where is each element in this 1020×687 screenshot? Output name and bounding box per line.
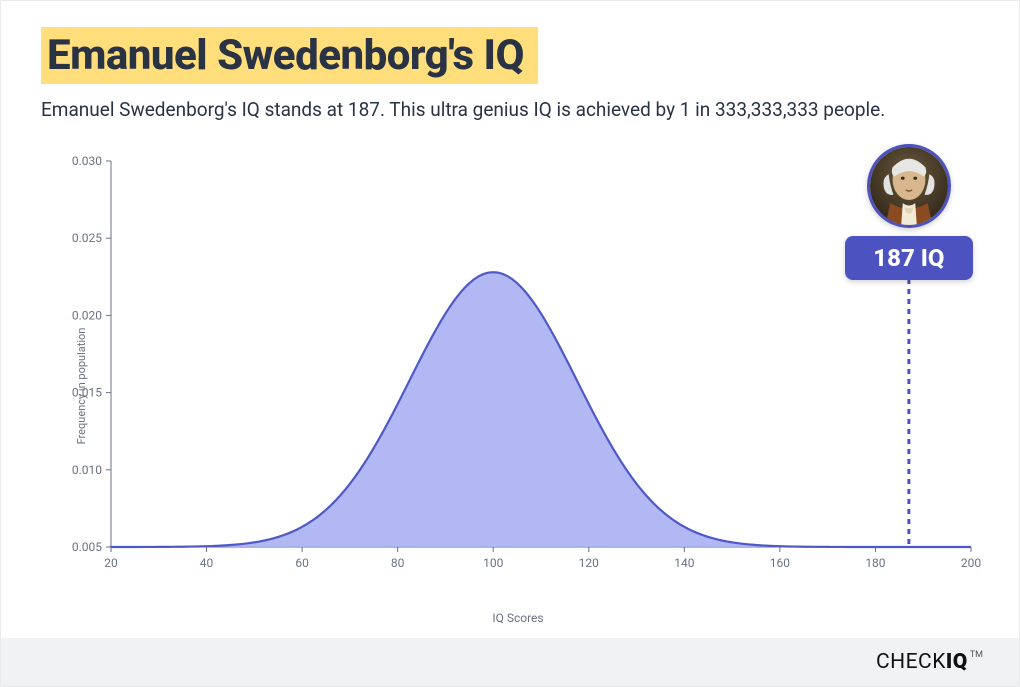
brand-prefix: CHECK	[876, 650, 946, 674]
portrait-avatar	[867, 144, 951, 228]
page-subtitle: Emanuel Swedenborg's IQ stands at 187. T…	[41, 98, 979, 121]
svg-text:60: 60	[295, 556, 309, 570]
portrait-icon	[870, 147, 948, 225]
svg-text:20: 20	[104, 556, 118, 570]
chart-svg: 0.0050.0100.0150.0200.0250.0302040608010…	[53, 151, 983, 591]
iq-distribution-chart: Frequency in population 0.0050.0100.0150…	[53, 151, 983, 621]
x-axis-label: IQ Scores	[53, 611, 983, 625]
brand-logo: CHECKIQTM	[876, 650, 983, 674]
page-title: Emanuel Swedenborg's IQ	[41, 27, 538, 84]
svg-text:0.005: 0.005	[72, 540, 102, 554]
iq-marker-callout: 187 IQ	[845, 144, 973, 280]
footer-bar: CHECKIQTM	[1, 638, 1019, 686]
brand-tm: TM	[970, 650, 983, 660]
svg-text:80: 80	[391, 556, 405, 570]
svg-text:160: 160	[770, 556, 790, 570]
iq-value-badge: 187 IQ	[845, 236, 973, 280]
svg-text:140: 140	[674, 556, 694, 570]
svg-text:200: 200	[961, 556, 981, 570]
svg-text:180: 180	[865, 556, 885, 570]
svg-text:120: 120	[579, 556, 599, 570]
y-axis-label: Frequency in population	[75, 328, 88, 445]
header: Emanuel Swedenborg's IQ Emanuel Swedenbo…	[1, 1, 1019, 121]
svg-text:0.010: 0.010	[72, 463, 102, 477]
svg-text:0.030: 0.030	[72, 154, 102, 168]
brand-bold: IQ	[946, 650, 968, 674]
svg-text:0.020: 0.020	[72, 308, 102, 322]
page-frame: Emanuel Swedenborg's IQ Emanuel Swedenbo…	[0, 0, 1020, 687]
svg-text:40: 40	[200, 556, 214, 570]
svg-text:0.025: 0.025	[72, 231, 102, 245]
svg-text:100: 100	[483, 556, 503, 570]
